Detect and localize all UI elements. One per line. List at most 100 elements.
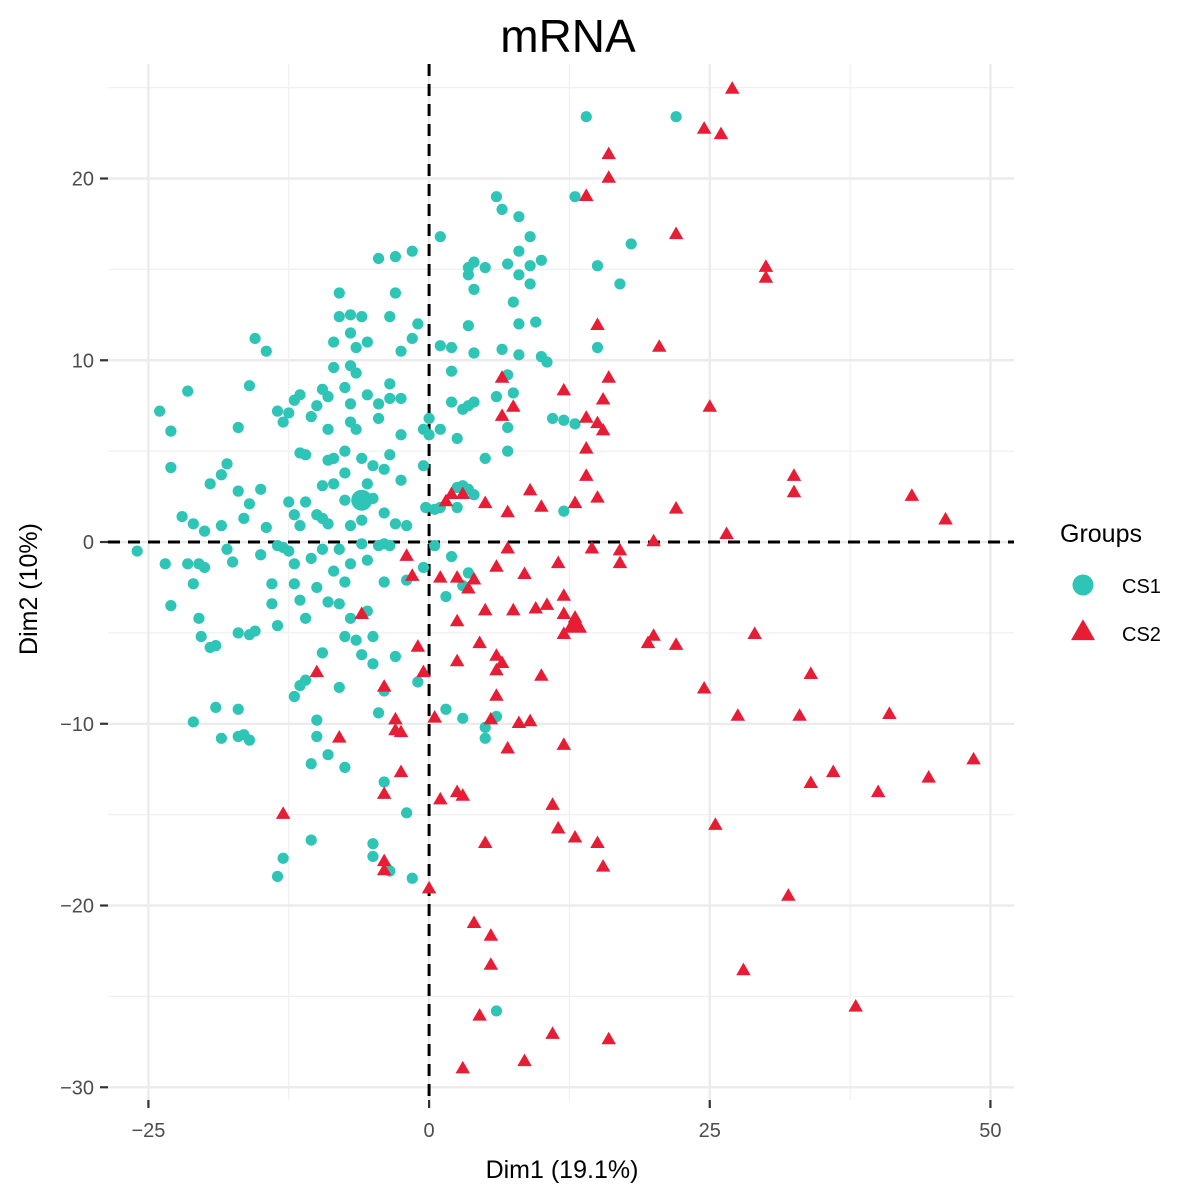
data-point [322, 518, 334, 530]
data-point [384, 311, 396, 323]
data-point [210, 701, 222, 714]
data-point [668, 501, 684, 514]
data-point [215, 732, 227, 744]
data-point [294, 594, 306, 606]
x-axis-title: Dim1 (19.1%) [486, 1156, 639, 1184]
data-point [305, 552, 317, 564]
data-point [376, 679, 392, 692]
data-point [384, 378, 396, 390]
data-point [444, 486, 459, 500]
data-point [786, 484, 802, 498]
data-point [539, 597, 555, 610]
data-point [288, 690, 300, 703]
y-tick-label: 10 [72, 350, 94, 372]
data-point [625, 238, 637, 250]
data-point [410, 639, 426, 652]
data-point [344, 327, 357, 339]
data-point [461, 580, 476, 594]
data-point [506, 602, 521, 616]
data-point [449, 653, 465, 667]
data-point [221, 543, 233, 555]
data-point [803, 666, 819, 679]
data-point [361, 336, 373, 348]
data-point [502, 258, 514, 270]
data-point [356, 649, 368, 661]
data-point [440, 590, 452, 603]
series-cs2 [275, 81, 981, 1074]
data-point [305, 834, 317, 846]
data-point [786, 468, 802, 481]
data-point [535, 254, 547, 266]
data-point [489, 688, 504, 701]
data-point [350, 423, 362, 435]
data-point [556, 382, 572, 396]
data-point [502, 421, 514, 434]
data-point [545, 1026, 560, 1039]
data-point [601, 370, 616, 383]
data-point [249, 332, 261, 345]
data-point [389, 650, 402, 663]
data-point [266, 598, 278, 610]
data-point [781, 888, 796, 901]
data-point [328, 361, 340, 374]
data-point [367, 658, 379, 670]
data-point [350, 367, 362, 379]
data-point [356, 514, 368, 526]
data-point [477, 835, 493, 848]
data-point [524, 278, 536, 290]
data-point [378, 507, 390, 519]
data-point [328, 565, 340, 577]
data-point [558, 414, 570, 426]
x-tick-label: 50 [979, 1120, 1001, 1142]
data-point [333, 287, 345, 299]
data-point [283, 545, 295, 557]
data-point [546, 412, 559, 425]
data-point [406, 245, 418, 257]
data-point [204, 478, 216, 490]
data-point [271, 405, 284, 417]
data-point [612, 555, 628, 569]
data-point [395, 429, 407, 441]
data-point [350, 634, 362, 646]
data-point [389, 518, 402, 530]
data-point [758, 259, 774, 272]
data-point [249, 625, 261, 637]
data-point [455, 486, 471, 500]
data-point [601, 146, 616, 160]
data-point [569, 418, 581, 430]
data-point [344, 612, 357, 624]
data-point [339, 761, 351, 773]
data-point [468, 347, 480, 359]
data-point [283, 496, 295, 508]
reference-lines [108, 64, 1014, 1100]
legend-label: CS1 [1122, 576, 1161, 598]
data-point [522, 713, 538, 727]
data-point [466, 571, 482, 585]
data-point [404, 568, 420, 581]
data-point [187, 518, 199, 530]
data-point [747, 626, 762, 639]
data-point [938, 511, 953, 525]
data-point [489, 559, 504, 572]
data-point [255, 549, 267, 561]
data-point [724, 81, 740, 94]
data-point [376, 853, 392, 867]
data-point [299, 674, 312, 686]
data-point [545, 797, 560, 810]
data-point [803, 775, 819, 789]
data-point [328, 478, 340, 490]
data-point [367, 850, 379, 863]
legend-entry-cs1: CS1 [1072, 574, 1161, 598]
y-tick-label: −20 [60, 896, 94, 918]
data-point [494, 408, 510, 421]
data-point [457, 712, 469, 724]
data-point [479, 721, 491, 734]
data-point [550, 820, 566, 834]
data-point [227, 556, 239, 568]
data-point [511, 715, 527, 729]
data-point [792, 708, 807, 721]
data-point [311, 730, 323, 743]
data-point [590, 835, 605, 848]
data-point [477, 495, 493, 509]
legend-label: CS2 [1122, 624, 1161, 646]
